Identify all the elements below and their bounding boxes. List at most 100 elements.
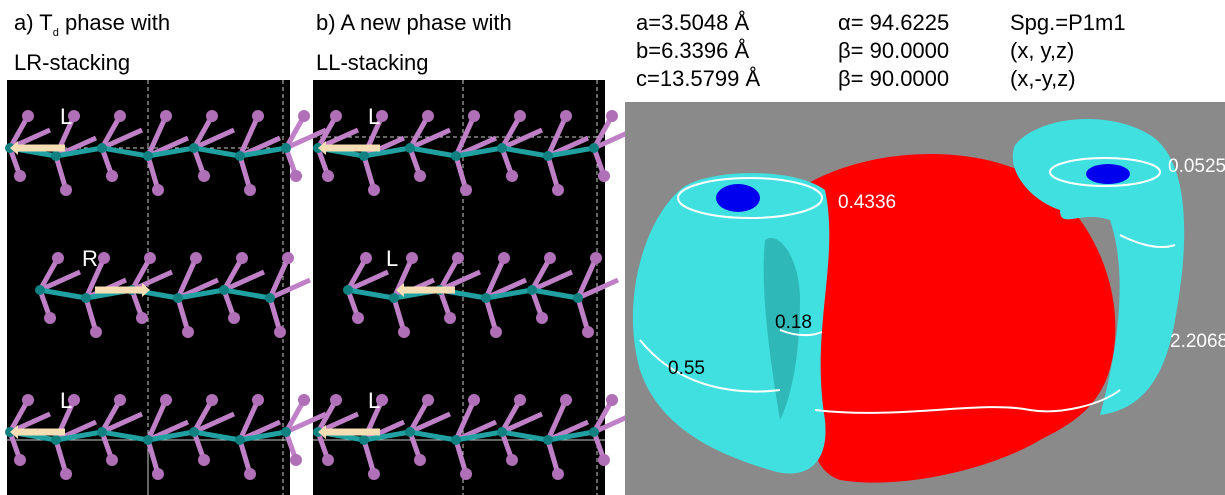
iso-label: 2.2068 <box>1170 331 1225 352</box>
te-atom <box>330 394 342 406</box>
layer-label: L <box>60 388 72 413</box>
figure: a) Td phase with LR-stacking b) A new ph… <box>0 0 1225 495</box>
iso-label: 0.4336 <box>838 192 896 213</box>
lattice-text: b=6.3396 Å <box>636 38 749 63</box>
w-atom <box>173 293 183 303</box>
w-atom <box>143 435 153 445</box>
w-atom <box>97 427 107 437</box>
te-atom <box>552 468 564 480</box>
layer-label: L <box>60 104 72 129</box>
w-atom <box>235 435 245 445</box>
w-atom <box>481 293 491 303</box>
te-atom <box>60 184 72 196</box>
te-atom <box>468 110 480 122</box>
te-atom <box>452 252 464 264</box>
te-atom <box>198 170 210 182</box>
w-atom <box>97 143 107 153</box>
te-atom <box>206 394 218 406</box>
te-atom <box>182 326 194 338</box>
lattice-text: a=3.5048 Å <box>636 10 749 35</box>
w-atom <box>497 143 507 153</box>
te-atom <box>282 252 294 264</box>
w-atom <box>265 293 275 303</box>
w-atom <box>343 285 353 295</box>
te-atom <box>414 170 426 182</box>
w-atom <box>189 427 199 437</box>
lattice-text: α= 94.6225 <box>838 10 949 35</box>
te-atom <box>536 312 548 324</box>
te-atom <box>190 252 202 264</box>
te-atom <box>460 468 472 480</box>
lattice-text: c=13.5799 Å <box>636 66 760 91</box>
te-atom <box>330 110 342 122</box>
w-atom <box>543 435 553 445</box>
te-atom <box>152 184 164 196</box>
te-atom <box>460 184 472 196</box>
w-atom <box>359 151 369 161</box>
te-atom <box>228 312 240 324</box>
w-atom <box>51 151 61 161</box>
te-atom <box>606 110 618 122</box>
w-atom <box>281 143 291 153</box>
te-atom <box>22 394 34 406</box>
panel-b-title: b) A new phase with <box>316 10 512 35</box>
te-atom <box>598 170 610 182</box>
te-atom <box>498 252 510 264</box>
iso-label: 0.55 <box>668 358 705 379</box>
te-atom <box>368 468 380 480</box>
layer-label: R <box>82 246 98 271</box>
w-atom <box>451 435 461 445</box>
te-atom <box>298 110 310 122</box>
te-atom <box>14 454 26 466</box>
te-atom <box>274 326 286 338</box>
te-atom <box>252 110 264 122</box>
te-atom <box>544 252 556 264</box>
te-atom <box>506 170 518 182</box>
w-atom <box>405 143 415 153</box>
te-atom <box>114 110 126 122</box>
te-atom <box>406 252 418 264</box>
te-atom <box>52 252 64 264</box>
w-atom <box>543 151 553 161</box>
te-atom <box>290 454 302 466</box>
w-atom <box>589 143 599 153</box>
te-atom <box>290 170 302 182</box>
panel-a-title: a) Td phase with <box>14 10 170 39</box>
w-atom <box>389 293 399 303</box>
w-atom <box>235 151 245 161</box>
te-atom <box>598 454 610 466</box>
te-atom <box>206 110 218 122</box>
te-atom <box>590 252 602 264</box>
lattice-text: (x,-y,z) <box>1010 66 1076 91</box>
iso-label: 0.0525 <box>1168 156 1225 177</box>
title-prefix: a) T <box>14 10 53 35</box>
title-suffix: phase with <box>59 10 170 35</box>
te-atom <box>468 394 480 406</box>
lattice-text: β= 90.0000 <box>838 66 949 91</box>
te-atom <box>514 394 526 406</box>
panel-a-subtitle: LR-stacking <box>14 50 130 75</box>
te-atom <box>60 468 72 480</box>
lattice-text: (x, y,z) <box>1010 38 1074 63</box>
te-atom <box>144 252 156 264</box>
te-atom <box>322 170 334 182</box>
page: {"panels": [ {"title": {"prefix": "a) T"… <box>0 0 1225 495</box>
te-atom <box>514 110 526 122</box>
te-atom <box>422 394 434 406</box>
layer-label: L <box>386 246 398 271</box>
te-atom <box>160 394 172 406</box>
te-atom <box>368 184 380 196</box>
te-atom <box>244 468 256 480</box>
w-atom <box>497 427 507 437</box>
w-atom <box>81 293 91 303</box>
w-atom <box>143 151 153 161</box>
lattice-text: β= 90.0000 <box>838 38 949 63</box>
te-atom <box>90 326 102 338</box>
te-atom <box>414 454 426 466</box>
panel-b-subtitle: LL-stacking <box>316 50 429 75</box>
iso-label: 0.18 <box>775 312 812 333</box>
te-atom <box>444 312 456 324</box>
te-atom <box>506 454 518 466</box>
te-atom <box>422 110 434 122</box>
te-atom <box>114 394 126 406</box>
